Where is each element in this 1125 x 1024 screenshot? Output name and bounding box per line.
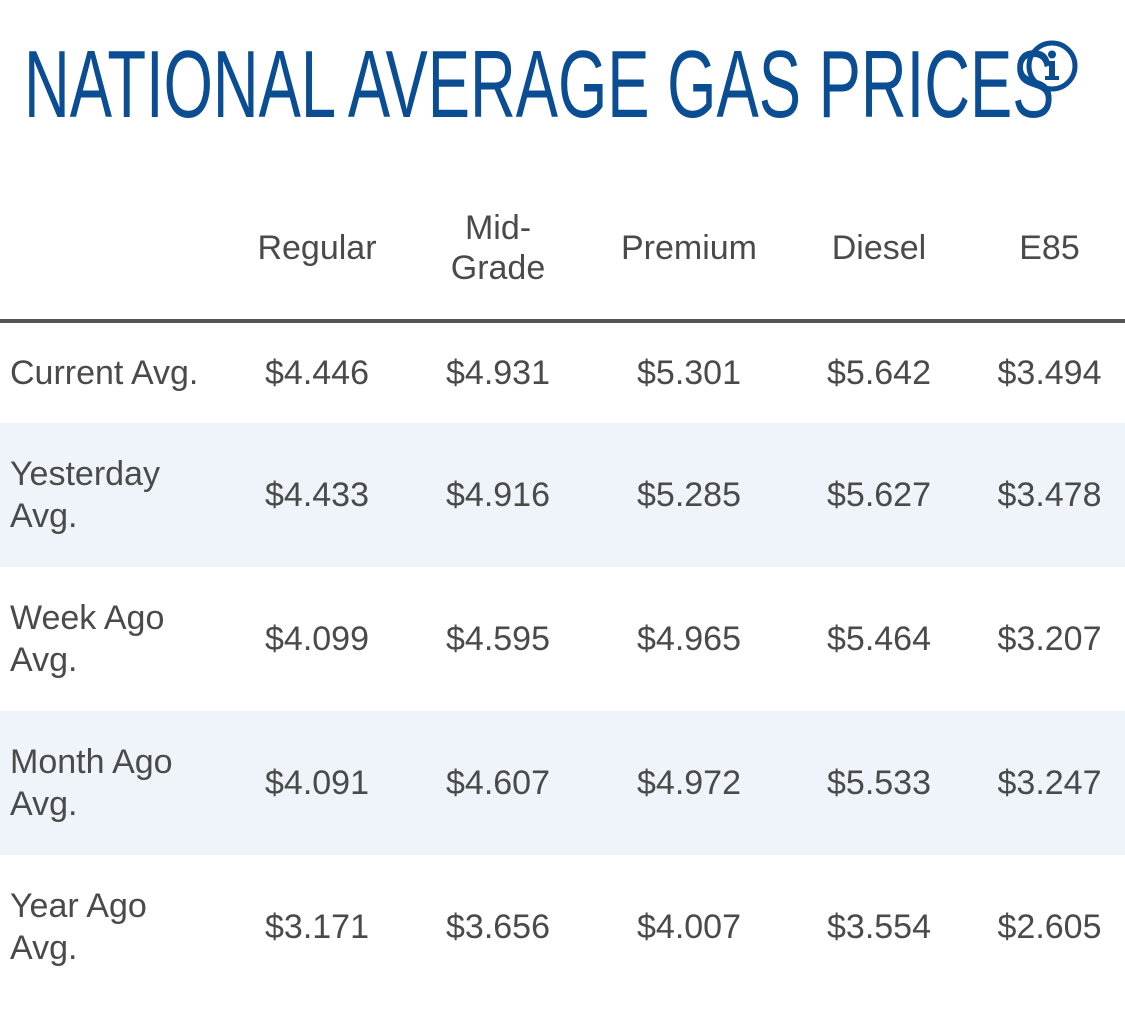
- cell-mid-grade: $4.595: [446, 619, 550, 658]
- cell-diesel: $5.464: [827, 619, 931, 658]
- row-label-current: Current Avg.: [10, 354, 199, 392]
- cell-premium: $4.007: [637, 907, 741, 946]
- cell-diesel: $5.642: [827, 353, 931, 392]
- cell-premium: $4.965: [637, 619, 741, 658]
- column-header-empty: [0, 177, 232, 323]
- row-label-week-ago-text: Week Ago Avg.: [10, 599, 165, 679]
- row-label-month-ago: Month Ago Avg.: [0, 711, 232, 855]
- gas-prices-table: Regular Mid-Grade Premium Diesel E85 Cur…: [0, 177, 1125, 999]
- cell-e85: $3.247: [974, 711, 1125, 855]
- cell-e85: $2.605: [997, 907, 1102, 946]
- column-header-diesel: Diesel: [784, 177, 974, 323]
- cell-regular: $4.099: [265, 619, 369, 658]
- row-label-yesterday-text: Yesterday Avg.: [10, 455, 160, 535]
- cell-mid-grade: $4.916: [402, 423, 594, 567]
- row-label-month-ago-text: Month Ago Avg.: [10, 743, 173, 823]
- table-row: Year Ago Avg. $3.171 $3.656 $4.007 $3.55…: [0, 855, 1125, 999]
- row-label-year-ago-text: Year Ago Avg.: [10, 887, 147, 967]
- table-row: Month Ago Avg. $4.091 $4.607 $4.972 $5.5…: [0, 711, 1125, 855]
- cell-mid-grade: $4.607: [402, 711, 594, 855]
- column-header-mid-grade: Mid-Grade: [402, 177, 594, 323]
- column-header-mid-grade-label: Mid-Grade: [450, 209, 546, 287]
- table-row: Current Avg. $4.446 $4.931 $5.301 $5.642…: [0, 321, 1125, 423]
- cell-premium: $5.285: [594, 423, 784, 567]
- cell-mid-grade: $4.931: [446, 353, 550, 392]
- page-header: NATIONAL AVERAGE GAS PRICES: [24, 30, 1125, 140]
- cell-diesel: $3.554: [827, 907, 931, 946]
- table-row: Yesterday Avg. $4.433 $4.916 $5.285 $5.6…: [0, 423, 1125, 567]
- info-icon[interactable]: [1026, 40, 1078, 92]
- cell-premium: $4.972: [594, 711, 784, 855]
- cell-diesel: $5.533: [784, 711, 974, 855]
- row-label-yesterday: Yesterday Avg.: [0, 423, 232, 567]
- column-header-e85: E85: [974, 177, 1125, 323]
- cell-e85: $3.494: [997, 353, 1102, 392]
- cell-regular: $3.171: [265, 907, 369, 946]
- row-label-week-ago: Week Ago Avg.: [0, 567, 232, 711]
- column-header-regular: Regular: [232, 177, 402, 323]
- row-label-year-ago: Year Ago Avg.: [0, 855, 232, 999]
- cell-premium: $5.301: [637, 353, 741, 392]
- cell-diesel: $5.627: [784, 423, 974, 567]
- cell-mid-grade: $3.656: [446, 907, 550, 946]
- cell-regular: $4.446: [265, 353, 369, 392]
- cell-e85: $3.478: [974, 423, 1125, 567]
- page-title: NATIONAL AVERAGE GAS PRICES: [24, 31, 1055, 138]
- cell-e85: $3.207: [997, 619, 1102, 658]
- table-row: Week Ago Avg. $4.099 $4.595 $4.965 $5.46…: [0, 567, 1125, 711]
- column-header-premium: Premium: [594, 177, 784, 323]
- cell-regular: $4.091: [232, 711, 402, 855]
- cell-regular: $4.433: [232, 423, 402, 567]
- table-header-row: Regular Mid-Grade Premium Diesel E85: [0, 177, 1125, 323]
